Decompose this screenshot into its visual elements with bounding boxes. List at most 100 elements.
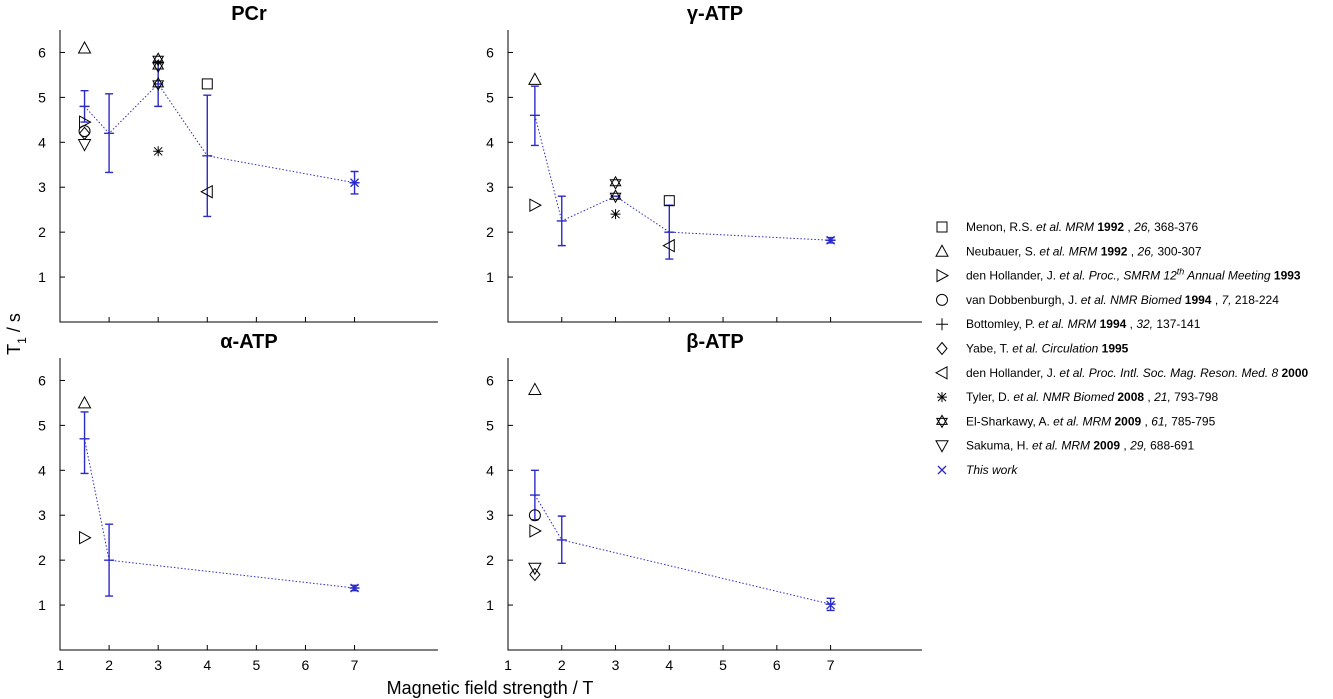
legend-item: Neubauer, S. et al. MRM 1992 , 26, 300-3… [935, 244, 1202, 258]
y-tick-label: 5 [486, 89, 494, 105]
x-tick-label: 1 [56, 657, 64, 673]
panel-title: PCr [231, 3, 267, 25]
x-tick-label: 6 [302, 657, 310, 673]
x-axis-label: Magnetic field strength / T [387, 678, 594, 698]
legend-item: van Dobbenburgh, J. et al. NMR Biomed 19… [936, 293, 1279, 307]
legend-label: Bottomley, P. et al. MRM 1994 , 32, 137-… [966, 317, 1201, 331]
y-tick-label: 2 [486, 224, 494, 240]
panel-title: α-ATP [220, 331, 277, 353]
y-tick-label: 4 [486, 134, 494, 150]
data-point-triangle-right [529, 198, 542, 213]
legend-label: El-Sharkawy, A. et al. MRM 2009 , 61, 78… [966, 414, 1216, 428]
legend-marker-plus [936, 318, 948, 331]
panel-1: γ-ATP 1 2 3 4 5 6 [486, 3, 922, 323]
y-tick-label: 5 [486, 417, 494, 433]
y-tick-label: 5 [38, 417, 46, 433]
legend-marker-asterisk [937, 392, 947, 403]
legend-marker-hexagram [935, 414, 949, 429]
y-tick-label: 5 [38, 89, 46, 105]
data-point-hexagram [152, 58, 165, 73]
x-tick-label: 3 [612, 657, 620, 673]
x-tick-label: 7 [827, 657, 835, 673]
legend-item: den Hollander, J. et al. Proc., SMRM 12t… [936, 267, 1301, 283]
legend-item: Menon, R.S. et al. MRM 1992 , 26, 368-37… [936, 220, 1198, 234]
legend-marker-triangle-down [935, 440, 949, 453]
x-tick-label: 5 [719, 657, 727, 673]
data-point-hexagram [609, 175, 622, 190]
y-axis-label-main: T [4, 344, 24, 355]
y-tick-label: 2 [486, 552, 494, 568]
legend-marker-triangle-left [934, 365, 948, 380]
panel-title: γ-ATP [687, 3, 743, 25]
data-point-diamond [529, 567, 541, 582]
data-point-circle [528, 509, 541, 522]
data-point-triangle-right [79, 530, 92, 545]
axes [507, 30, 922, 323]
error-bar [153, 60, 164, 108]
legend-label: van Dobbenburgh, J. et al. NMR Biomed 19… [966, 293, 1279, 307]
legend-item: Bottomley, P. et al. MRM 1994 , 32, 137-… [936, 317, 1201, 331]
x-tick-label: 4 [203, 657, 211, 673]
legend-label: den Hollander, J. et al. Proc., SMRM 12t… [966, 267, 1301, 283]
data-point-x [826, 600, 836, 610]
legend-marker-x [937, 465, 947, 475]
panel-2: α-ATP 1 2 3 4 5 6 1 2 3 4 5 6 7 [38, 331, 438, 673]
panel-3: β-ATP 1 2 3 4 5 6 1 2 3 4 5 6 7 [486, 331, 922, 673]
mean-line [534, 115, 831, 241]
legend-label: Tyler, D. et al. NMR Biomed 2008 , 21, 7… [966, 390, 1218, 404]
legend-marker-triangle-up [935, 244, 949, 257]
legend-marker-square [936, 221, 948, 233]
mean-line [84, 83, 355, 184]
x-tick-label: 2 [105, 657, 113, 673]
data-point-triangle-up [528, 72, 542, 85]
data-point-hexagram [152, 52, 165, 67]
data-point-hexagram [609, 189, 622, 204]
mean-line [84, 438, 355, 589]
legend: Menon, R.S. et al. MRM 1992 , 26, 368-37… [934, 220, 1309, 477]
error-bar [79, 411, 90, 475]
error-bar [556, 195, 567, 247]
y-tick-label: 1 [486, 269, 494, 285]
data-point-triangle-down [528, 562, 542, 576]
legend-item: This work [937, 463, 1018, 477]
axes [59, 30, 438, 323]
error-bar [202, 94, 213, 218]
data-point-x [826, 235, 836, 245]
error-bar [529, 469, 540, 521]
legend-item: den Hollander, J. et al. Proc. Intl. Soc… [934, 365, 1309, 380]
legend-label: This work [966, 463, 1018, 477]
error-bar [104, 93, 115, 174]
error-bar [529, 85, 540, 147]
x-tick-label: 3 [154, 657, 162, 673]
y-axis-label-subscript: 1 [15, 337, 29, 344]
panel-title: β-ATP [686, 331, 743, 353]
y-tick-label: 4 [38, 462, 46, 478]
mean-line [534, 494, 831, 605]
data-point-square [201, 78, 213, 90]
y-tick-label: 2 [38, 224, 46, 240]
data-point-asterisk [153, 146, 164, 157]
y-tick-label: 6 [486, 44, 494, 60]
y-tick-label: 6 [38, 372, 46, 388]
axes [59, 358, 438, 651]
legend-marker-triangle-right [936, 268, 950, 283]
y-tick-label: 6 [486, 372, 494, 388]
legend-item: Sakuma, H. et al. MRM 2009 , 29, 688-691 [935, 439, 1194, 453]
y-tick-label: 1 [38, 269, 46, 285]
error-bar [556, 515, 567, 564]
y-tick-label: 3 [38, 507, 46, 523]
y-tick-label: 1 [38, 597, 46, 613]
data-point-triangle-left [200, 184, 213, 199]
x-tick-label: 1 [504, 657, 512, 673]
x-tick-label: 7 [351, 657, 359, 673]
legend-label: Yabe, T. et al. Circulation 1995 [966, 342, 1129, 356]
data-point-triangle-right [529, 524, 542, 538]
y-tick-label: 3 [486, 179, 494, 195]
data-point-triangle-left [662, 238, 675, 253]
legend-item: El-Sharkawy, A. et al. MRM 2009 , 61, 78… [935, 414, 1216, 429]
x-tick-label: 4 [665, 657, 673, 673]
data-point-triangle-up [77, 40, 92, 54]
y-tick-label: 1 [486, 597, 494, 613]
error-bar [664, 204, 675, 260]
panels: PCr 1 2 3 4 5 6 γ-ATP 1 2 3 4 5 6 α-ATP 1 2 3 4 5 6 1 2 3 4 5 6 7 β-… [38, 3, 922, 673]
